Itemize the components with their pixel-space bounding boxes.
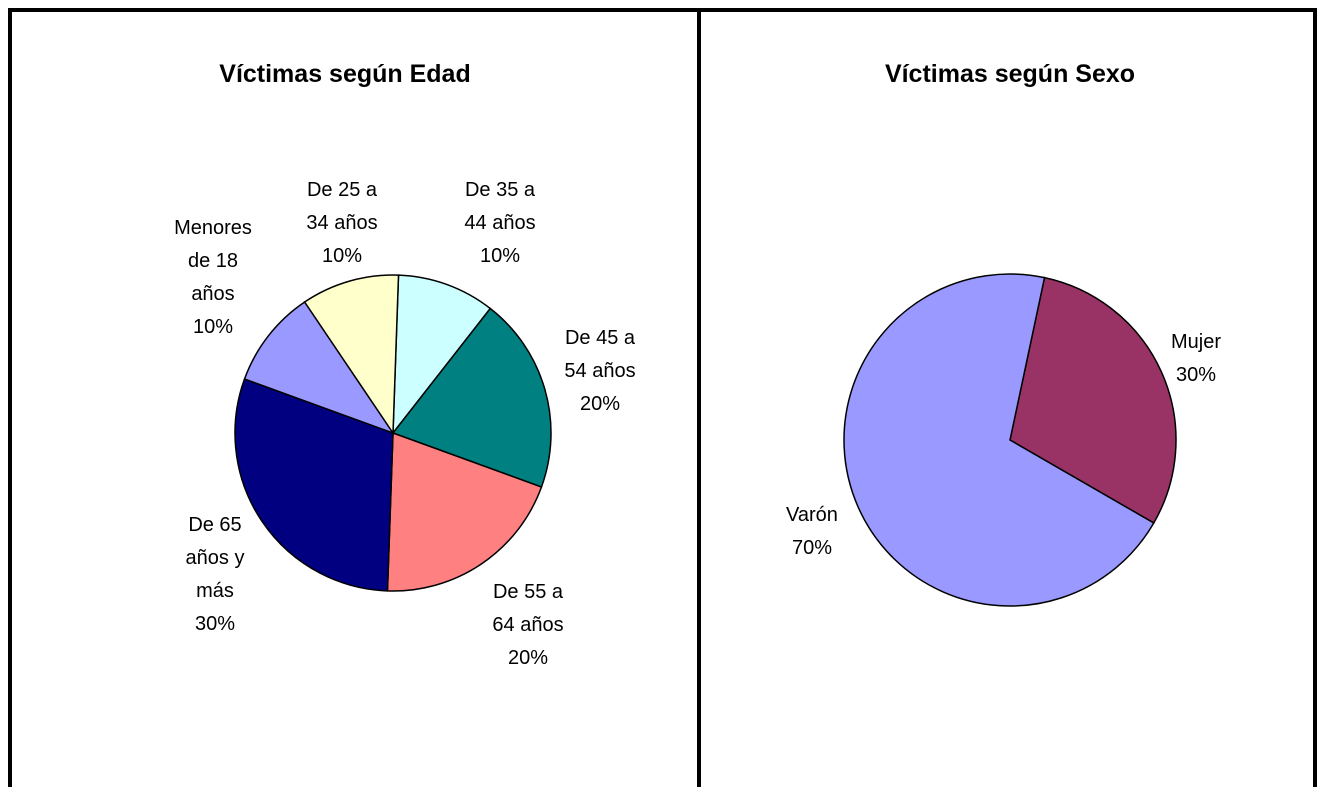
slice-label: Menores de 18 años bbox=[174, 217, 252, 305]
slice-value: 10% bbox=[321, 245, 363, 267]
pie-slice bbox=[386, 431, 543, 592]
slice-label: De 25 a 34 años bbox=[306, 179, 378, 234]
slice-value: 30% bbox=[1175, 364, 1217, 386]
pie-slice bbox=[1009, 276, 1177, 525]
panel bbox=[697, 8, 1317, 787]
pie-slice bbox=[843, 273, 1155, 607]
slice-value: 10% bbox=[192, 316, 234, 338]
chart-title: Víctimas según Sexo bbox=[884, 60, 1136, 88]
pie-slice bbox=[303, 274, 400, 436]
slice-value: 30% bbox=[194, 613, 236, 635]
slice-value: 10% bbox=[479, 245, 521, 267]
slice-label: De 65 años y más bbox=[185, 514, 245, 602]
pie-slice bbox=[391, 307, 552, 489]
chart-title: Víctimas según Edad bbox=[219, 60, 471, 88]
slice-value: 20% bbox=[507, 647, 549, 669]
slice-value: 70% bbox=[791, 537, 833, 559]
slice-label: De 55 a 64 años bbox=[492, 581, 564, 636]
slice-value: 20% bbox=[579, 393, 621, 415]
pie-slice bbox=[392, 274, 492, 436]
slice-label: De 35 a 44 años bbox=[464, 179, 536, 234]
slice-label: Varón bbox=[786, 504, 838, 526]
pie-slice bbox=[234, 377, 394, 592]
pie-slice bbox=[243, 300, 395, 435]
slice-label: Mujer bbox=[1170, 331, 1221, 353]
slice-label: De 45 a 54 años bbox=[564, 327, 636, 382]
